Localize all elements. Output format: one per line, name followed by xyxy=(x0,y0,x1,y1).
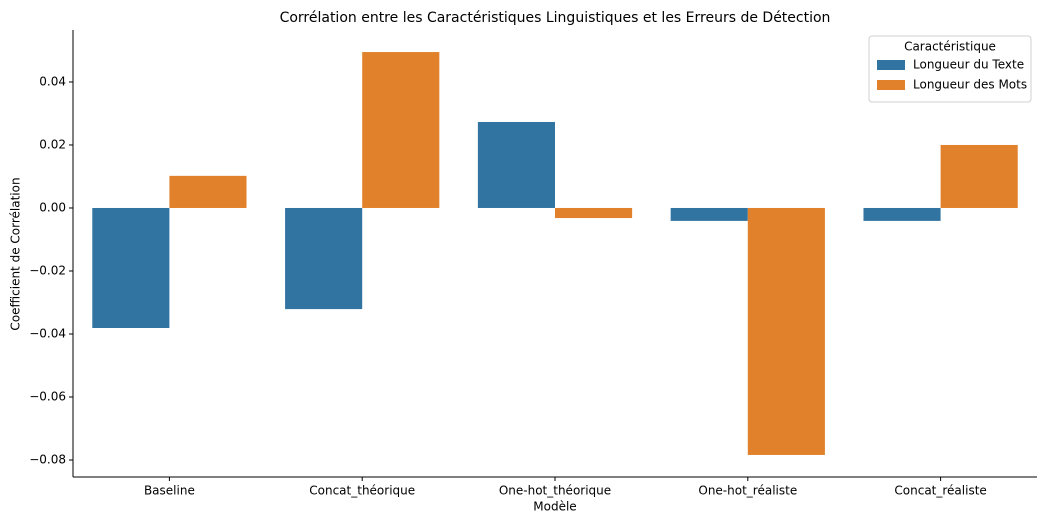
bar xyxy=(940,144,1018,208)
y-tick-label: 0.04 xyxy=(39,74,66,88)
legend-label: Longueur du Texte xyxy=(913,58,1024,72)
y-tick-label: −0.02 xyxy=(29,263,66,277)
y-tick-label: −0.08 xyxy=(29,452,66,466)
legend-title: Caractéristique xyxy=(904,40,996,54)
legend-label: Longueur des Mots xyxy=(913,78,1027,92)
y-tick-label: −0.04 xyxy=(29,326,66,340)
bar xyxy=(747,207,825,455)
bar xyxy=(285,207,363,310)
bar xyxy=(670,207,748,221)
y-tick-label: 0.00 xyxy=(39,200,66,214)
bar xyxy=(863,207,941,221)
y-tick-label: 0.02 xyxy=(39,137,66,151)
x-axis-label: Modèle xyxy=(533,500,576,514)
bar xyxy=(362,52,440,208)
x-tick-label: Baseline xyxy=(144,484,195,498)
x-tick-label: One-hot_théorique xyxy=(499,484,611,498)
y-tick-label: −0.06 xyxy=(29,389,66,403)
bar xyxy=(477,121,555,208)
legend-swatch xyxy=(877,80,905,90)
y-axis-label: Coefficient de Corrélation xyxy=(9,177,23,330)
bar xyxy=(555,207,633,219)
bar xyxy=(169,175,247,208)
x-tick-label: Concat_théorique xyxy=(309,484,415,498)
chart-title: Corrélation entre les Caractéristiques L… xyxy=(280,10,831,26)
x-tick-label: Concat_réaliste xyxy=(894,484,986,498)
x-tick-label: One-hot_réaliste xyxy=(698,484,797,498)
legend-box xyxy=(868,35,1032,103)
bar xyxy=(92,207,170,328)
legend-swatch xyxy=(877,60,905,70)
